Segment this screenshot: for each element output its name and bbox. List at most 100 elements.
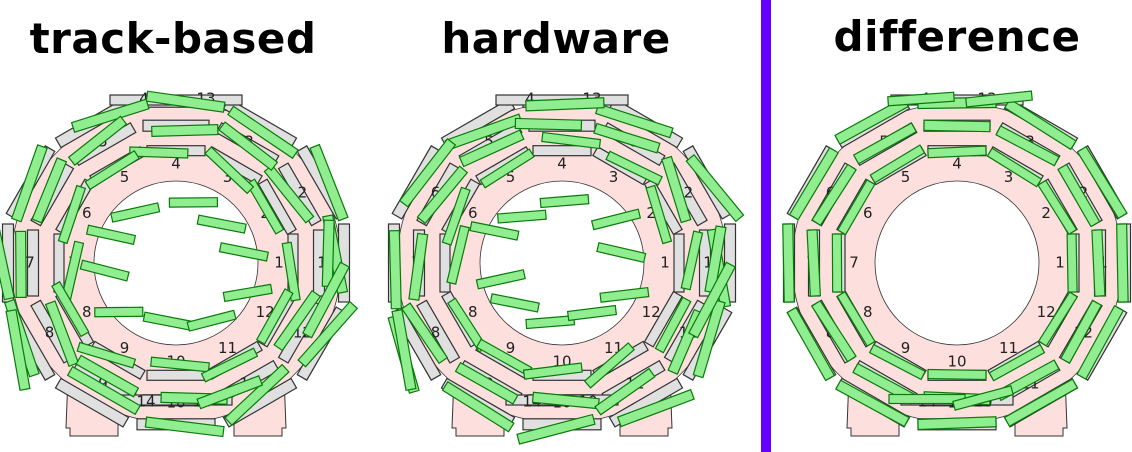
aligned-chamber — [516, 413, 596, 445]
aligned-chamber — [810, 299, 857, 363]
aligned-chamber — [454, 361, 519, 405]
aligned-chamber — [594, 103, 674, 139]
aligned-chamber — [458, 129, 525, 168]
aligned-chamber — [1091, 229, 1106, 297]
aligned-chamber — [685, 153, 745, 223]
inner-sector-label: 1 — [274, 254, 284, 272]
aligned-chamber — [704, 225, 727, 294]
sector-label: 1 — [703, 254, 713, 272]
inner-sector-label: 3 — [1004, 168, 1014, 186]
nominal-chamber — [673, 233, 685, 293]
top-label-4: 4 — [139, 90, 149, 108]
aligned-chamber — [836, 290, 876, 347]
aligned-chamber — [301, 261, 351, 339]
aligned-chamber — [1003, 98, 1077, 151]
aligned-chamber — [583, 342, 636, 389]
inner-sector-label: 3 — [609, 168, 619, 186]
sector-label: 5 — [484, 132, 494, 150]
aligned-chamber — [661, 155, 692, 224]
aligned-chamber — [168, 197, 219, 208]
aligned-chamber — [441, 186, 471, 246]
aligned-chamber — [788, 146, 840, 221]
aligned-chamber — [145, 90, 226, 113]
aligned-chamber — [539, 194, 590, 209]
aligned-chamber — [806, 229, 821, 297]
inner-sector-label: 6 — [82, 204, 92, 222]
inner-sector-label: 12 — [1037, 303, 1056, 321]
nominal-chamber — [416, 299, 461, 364]
aligned-chamber — [590, 208, 642, 231]
inner-sector-label: 8 — [863, 303, 873, 321]
aligned-chamber — [309, 143, 349, 222]
aligned-chamber — [218, 242, 270, 262]
sector-label: 2 — [298, 184, 308, 202]
inner-sector-label: 5 — [120, 168, 130, 186]
aligned-chamber — [84, 150, 140, 191]
panel-title-track-based: track-based — [29, 14, 317, 63]
aligned-chamber — [489, 293, 540, 313]
aligned-chamber — [222, 283, 273, 303]
panel-hardware: 123567891011124131410123456789101112 — [387, 90, 745, 445]
aligned-chamber — [441, 380, 515, 433]
sector-label: 2 — [684, 184, 694, 202]
aligned-chamber — [469, 221, 520, 241]
nominal-chamber — [54, 377, 130, 428]
aligned-chamber — [204, 146, 255, 195]
nominal-chamber — [532, 145, 592, 157]
aligned-chamber — [479, 148, 535, 189]
aligned-chamber — [593, 122, 661, 154]
bottom-label-14: 14 — [136, 393, 155, 411]
aligned-chamber — [1076, 304, 1125, 380]
aligned-chamber — [654, 296, 692, 354]
aligned-chamber — [525, 97, 605, 112]
inner-sector-label: 1 — [660, 254, 670, 272]
aligned-chamber — [1037, 291, 1079, 347]
aligned-chamber — [151, 123, 219, 138]
aligned-chamber — [200, 347, 259, 383]
aligned-chamber — [79, 259, 130, 282]
inner-sector-label: 6 — [468, 204, 478, 222]
aligned-chamber — [10, 144, 48, 223]
aligned-chamber — [541, 131, 602, 150]
aligned-chamber — [0, 220, 15, 301]
aligned-chamber — [837, 179, 876, 236]
aligned-chamber — [927, 145, 987, 159]
aligned-chamber — [786, 306, 836, 382]
aligned-chamber — [1066, 233, 1078, 293]
aligned-chamber — [66, 365, 141, 416]
aligned-chamber — [596, 241, 647, 264]
aligned-chamber — [952, 385, 1014, 411]
inner-sector-label: 3 — [223, 168, 233, 186]
aligned-chamber — [67, 115, 128, 166]
nominal-chamber — [257, 178, 297, 236]
aligned-chamber — [224, 363, 290, 427]
aligned-chamber — [75, 354, 140, 398]
aligned-chamber — [416, 165, 469, 225]
aligned-chamber — [852, 122, 918, 165]
inner-sector-label: 2 — [646, 204, 656, 222]
inner-sector-label: 4 — [557, 155, 567, 173]
panel-difference: 123567891011124131410123456789101112 — [782, 90, 1132, 437]
aligned-chamber — [408, 232, 429, 301]
aligned-chamber — [150, 356, 210, 373]
aligned-chamber — [965, 90, 1033, 108]
nominal-chamber — [643, 290, 683, 348]
aligned-chamber — [15, 230, 27, 299]
panel-title-hardware: hardware — [441, 14, 671, 63]
aligned-chamber — [70, 98, 150, 133]
aligned-chamber — [868, 343, 927, 381]
aligned-chamber — [986, 147, 1043, 188]
aligned-chamber — [988, 343, 1046, 382]
aligned-chamber — [923, 119, 991, 133]
aligned-chamber — [186, 309, 237, 332]
sector-label: 6 — [431, 184, 441, 202]
aligned-chamber — [144, 416, 225, 438]
inner-sector-label: 1 — [1055, 254, 1065, 272]
aligned-chamber — [566, 304, 618, 322]
aligned-chamber — [398, 138, 457, 208]
aligned-chamber — [496, 209, 547, 224]
aligned-chamber — [594, 367, 656, 416]
aligned-chamber — [927, 368, 987, 381]
aligned-chamber — [227, 105, 299, 160]
